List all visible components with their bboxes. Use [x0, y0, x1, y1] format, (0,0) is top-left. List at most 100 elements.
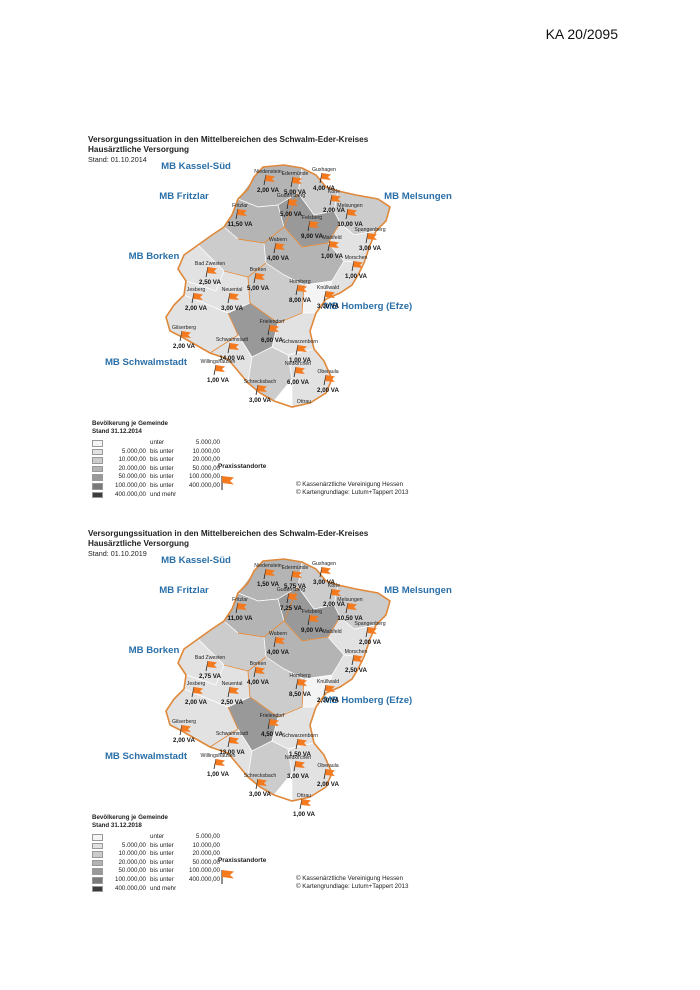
legend-lo-value: 10.000,00: [118, 850, 146, 858]
legend-row: 50.000,00 bis unter 100.000,00: [92, 473, 292, 482]
praxis-location: Gilserberg 2,00 VA: [172, 325, 196, 350]
legend-subtitle: Stand 31.12.2018: [92, 822, 142, 829]
legend-lo-value: 50.000,00: [118, 867, 146, 875]
town-label: Melsungen: [337, 597, 362, 603]
va-count-label: 3,00 VA: [313, 579, 335, 586]
va-count-label: 11,50 VA: [228, 221, 254, 228]
va-count-label: 4,00 VA: [247, 679, 269, 686]
town-label: Spangenberg: [354, 621, 385, 627]
town-label: Frielendorf: [260, 713, 285, 719]
praxis-location: Neuental 3,00 VA: [221, 287, 243, 312]
praxis-location: Gudensberg 7,25 VA: [277, 587, 306, 612]
legend-swatch: [92, 876, 103, 884]
legend-hi-value: 100.000,00: [189, 867, 220, 875]
map-subtitle: Hausärztliche Versorgung: [88, 145, 190, 154]
praxis-location: Bad Zwesten 2,50 VA: [195, 261, 225, 286]
town-label: Spangenberg: [354, 227, 385, 233]
town-label: Borken: [250, 267, 267, 273]
legend-row: 20.000,00 bis unter 50.000,00: [92, 465, 292, 474]
town-label: Willingshausen: [201, 753, 236, 759]
praxis-location: Neukirchen 3,00 VA: [285, 755, 311, 780]
va-count-label: 2,50 VA: [345, 667, 367, 674]
va-count-label: 10,00 VA: [337, 221, 363, 228]
legend-row: 10.000,00 bis unter 20.000,00: [92, 456, 292, 465]
va-count-label: 1,00 VA: [207, 771, 229, 778]
praxis-location: Körle 2,00 VA: [323, 583, 345, 608]
praxis-flag-icon: [221, 870, 234, 884]
town-label: Niedenstein: [254, 563, 282, 569]
town-label: Schrecksbach: [244, 773, 277, 779]
legend-hi-value: 10.000,00: [192, 841, 220, 849]
district-map: MB Kassel-Süd MB Fritzlar MB Melsungen MB B…: [105, 555, 452, 818]
praxis-location: Ottrau 1,00 VA: [293, 793, 315, 818]
praxis-legend-label: Praxisstandorte: [218, 463, 267, 470]
praxis-location: Frielendorf 6,00 VA: [260, 319, 285, 344]
praxis-location: Ottrau: [297, 399, 312, 405]
town-label: Willingshausen: [201, 359, 236, 365]
legend-rows: unter 5.000,00 5.000,00 bis unter 10.000,00 1…: [92, 833, 292, 893]
town-label: Gilserberg: [172, 719, 196, 725]
town-label: Neuental: [222, 681, 243, 687]
town-label: Schrecksbach: [244, 379, 277, 385]
va-count-label: 3,00 VA: [249, 397, 271, 404]
legend-mid-value: bis unter: [150, 850, 174, 858]
town-label: Gilserberg: [172, 325, 196, 331]
praxis-location: Jesberg 2,00 VA: [185, 681, 207, 706]
mb-label: MB Fritzlar: [159, 191, 209, 202]
praxis-location: Schrecksbach 3,00 VA: [244, 379, 277, 404]
va-count-label: 2,50 VA: [199, 279, 221, 286]
va-count-label: 4,00 VA: [313, 185, 335, 192]
town-label: Fritzlar: [232, 597, 248, 603]
legend-mid-value: bis unter: [150, 456, 174, 464]
town-label: Körle: [328, 583, 340, 589]
va-count-label: 3,00 VA: [359, 245, 381, 252]
legend-lo-value: 100.000,00: [115, 875, 146, 883]
town-label: Schwalmstadt: [216, 731, 249, 737]
mb-label: MB Kassel-Süd: [161, 555, 231, 566]
mb-label: MB Schwalmstadt: [105, 357, 188, 368]
legend-mid-value: bis unter: [150, 447, 174, 455]
legend-row: 100.000,00 bis unter 400.000,00: [92, 482, 292, 491]
town-label: Oberaula: [317, 369, 338, 375]
legend-row: 20.000,00 bis unter 50.000,00: [92, 859, 292, 868]
va-count-label: 1,50 VA: [289, 751, 311, 758]
legend-hi-value: 50.000,00: [192, 464, 220, 472]
va-count-label: 9,00 VA: [301, 627, 323, 634]
map-panel-2019: Versorgungssituation in den Mittelbereic…: [88, 529, 452, 909]
legend-hi-value: 20.000,00: [192, 850, 220, 858]
praxis-location: Homberg 8,00 VA: [289, 279, 311, 304]
legend-row: 100.000,00 bis unter 400.000,00: [92, 876, 292, 885]
legend-lo-value: 5.000,00: [121, 447, 146, 455]
praxis-legend-label: Praxisstandorte: [218, 857, 267, 864]
praxis-location: Schwarzenborn 1,50 VA: [282, 733, 318, 758]
va-count-label: 4,00 VA: [267, 255, 289, 262]
copyright-kvh: © Kassenärztliche Vereinigung Hessen: [296, 481, 404, 488]
va-count-label: 3,00 VA: [221, 305, 243, 312]
praxis-location: Frielendorf 4,50 VA: [260, 713, 285, 738]
va-count-label: 4,50 VA: [261, 731, 283, 738]
praxis-location: Gudensberg 5,00 VA: [277, 193, 306, 218]
mb-label: MB Homberg (Efze): [324, 695, 412, 706]
legend-hi-value: 5.000,00: [195, 833, 220, 840]
praxis-location: Edermünde 5,00 VA: [282, 171, 309, 196]
va-count-label: 7,25 VA: [280, 605, 302, 612]
legend-mid-value: bis unter: [150, 473, 174, 481]
town-label: Schwalmstadt: [216, 337, 249, 343]
praxis-location: Homberg 8,50 VA: [289, 673, 311, 698]
praxis-location: Morschen 2,50 VA: [345, 649, 368, 674]
mb-label: MB Schwalmstadt: [105, 751, 188, 762]
praxis-location: Spangenberg 2,00 VA: [354, 621, 385, 646]
legend-hi-value: 5.000,00: [195, 439, 220, 446]
praxis-location: Wabern 4,00 VA: [267, 631, 289, 656]
district-map: MB Kassel-Süd MB Fritzlar MB Melsungen MB B…: [105, 161, 452, 408]
legend-swatch: [92, 465, 103, 473]
town-label: Guxhagen: [312, 167, 336, 173]
copyright-basemap: © Kartengrundlage: Lutum+Tappert 2013: [296, 883, 409, 890]
town-label: Neukirchen: [285, 361, 311, 367]
town-label: Ottrau: [297, 399, 312, 405]
praxis-flag-icon: [221, 476, 234, 490]
legend-row: 5.000,00 bis unter 10.000,00: [92, 842, 292, 851]
town-label: Edermünde: [282, 565, 309, 571]
va-count-label: 5,00 VA: [284, 189, 306, 196]
legend-lo-value: 400.000,00: [115, 884, 146, 892]
